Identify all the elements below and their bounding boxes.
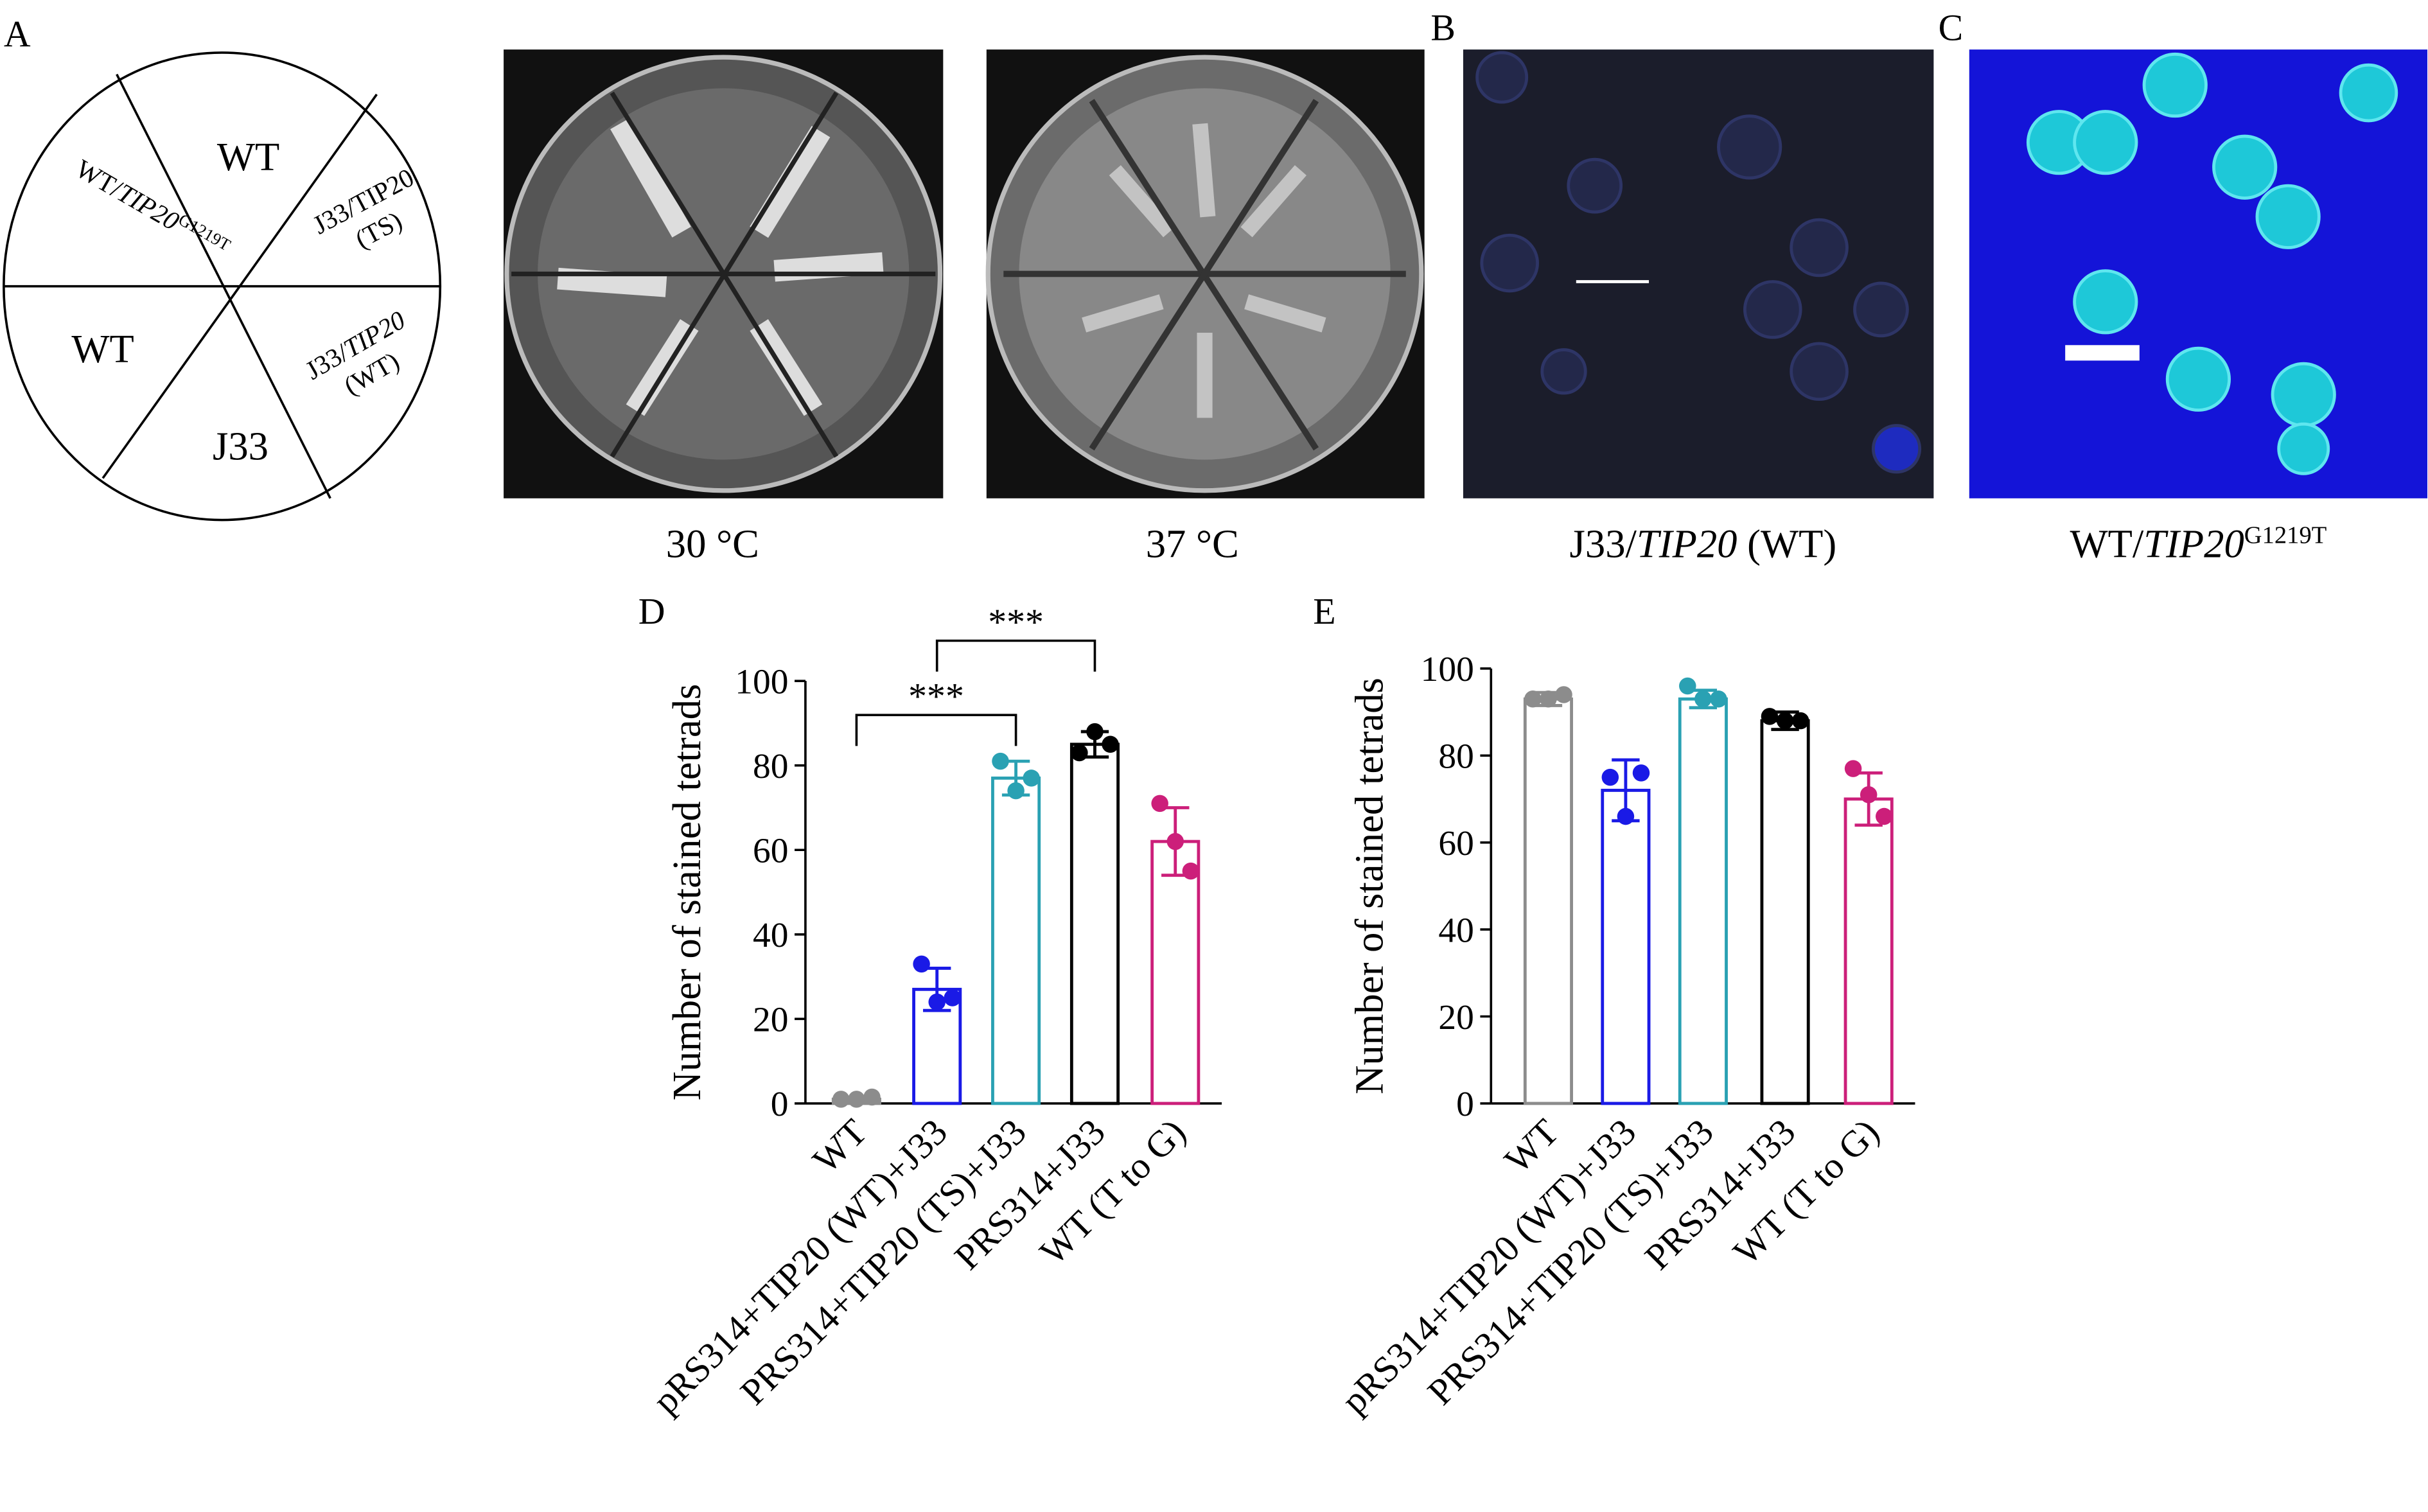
sector-label: WT — [71, 326, 134, 371]
bar — [1150, 840, 1201, 1105]
micrograph — [1463, 49, 1934, 498]
panel-letter: E — [1313, 590, 1335, 632]
data-point — [1071, 744, 1088, 762]
data-point — [1844, 760, 1862, 777]
data-point — [1632, 764, 1650, 782]
bar — [1601, 789, 1651, 1105]
data-point — [1166, 832, 1184, 850]
y-tick-label: 60 — [1438, 823, 1474, 863]
photo-caption: 30 °C — [666, 521, 759, 566]
scale-bar — [2065, 345, 2140, 361]
y-axis-label: Number of stained tetrads — [664, 684, 709, 1101]
data-point — [1694, 690, 1712, 708]
data-point — [992, 752, 1009, 770]
data-point — [1876, 807, 1893, 825]
y-tick-label: 0 — [771, 1084, 789, 1123]
data-point — [1710, 690, 1727, 708]
panel-letter: A — [4, 13, 31, 55]
sector-label: J33/TIP20(WT) — [301, 305, 427, 414]
plate-dividers — [1003, 99, 1406, 451]
divider — [101, 93, 378, 479]
y-tick-label: 20 — [753, 1000, 788, 1039]
data-point — [832, 1091, 850, 1108]
divider — [116, 73, 331, 499]
photo-caption: 37 °C — [1146, 521, 1239, 566]
plate-photo — [985, 49, 1425, 498]
bar — [991, 777, 1041, 1105]
data-point — [1617, 807, 1635, 825]
photo-caption: J33/TIP20 (WT) — [1570, 521, 1837, 566]
plate-photo — [504, 49, 944, 498]
caption-part: WT/ — [2070, 521, 2143, 566]
bar — [1843, 797, 1894, 1105]
data-point — [1151, 795, 1168, 813]
x-tick-label: WT — [804, 1111, 875, 1181]
y-tick-label: 100 — [1421, 649, 1474, 689]
streaks — [557, 118, 884, 416]
plate-diagram — [3, 51, 442, 522]
panel-letter: B — [1430, 7, 1456, 49]
data-point — [1601, 768, 1619, 786]
photo-caption: WT/TIP20G1219T — [2070, 521, 2327, 566]
data-point — [1679, 677, 1696, 695]
sector-label: WT — [217, 134, 279, 179]
bar — [1678, 697, 1728, 1105]
streaks — [1082, 123, 1326, 418]
photo-bg — [1463, 49, 1934, 498]
x-tick-label: pRS314+TIP20 (WT)+J33 — [1333, 1111, 1644, 1421]
significance-bracket — [855, 714, 1017, 746]
panel-letter: D — [638, 590, 665, 632]
y-tick-label: 20 — [1438, 998, 1474, 1037]
data-point — [1555, 686, 1572, 703]
sector-label: J33 — [213, 424, 268, 469]
caption-sup: G1219T — [2244, 522, 2327, 549]
cells — [1475, 51, 1922, 474]
caption-part: TIP20 — [1637, 521, 1737, 566]
data-point — [1791, 712, 1809, 730]
caption-part: (WT) — [1737, 521, 1836, 566]
data-point — [863, 1088, 881, 1106]
y-axis-label: Number of stained tetrads — [1347, 678, 1392, 1094]
cells — [2026, 52, 2398, 475]
data-point — [944, 989, 962, 1007]
y-tick-label: 60 — [753, 831, 788, 870]
bar — [1523, 697, 1573, 1105]
y-tick-label: 0 — [1456, 1084, 1474, 1123]
significance-label: *** — [988, 601, 1044, 643]
data-point — [1776, 712, 1794, 730]
caption-part: J33/ — [1570, 521, 1637, 566]
caption-part: TIP20 — [2143, 521, 2244, 566]
y-tick-label: 80 — [753, 746, 788, 786]
x-tick-label: pRS314+TIP20 (WT)+J33 — [644, 1111, 955, 1421]
data-point — [1102, 735, 1119, 753]
data-point — [928, 993, 946, 1011]
data-point — [1761, 708, 1779, 725]
data-point — [1007, 782, 1025, 800]
significance-label: *** — [908, 676, 964, 717]
data-point — [1182, 862, 1200, 880]
significance-bracket — [935, 639, 1096, 672]
data-point — [913, 955, 930, 973]
panel-letter: C — [1939, 7, 1964, 49]
data-point — [1524, 690, 1542, 708]
data-point — [848, 1091, 865, 1108]
data-point — [1086, 723, 1104, 741]
data-point — [1860, 786, 1878, 804]
data-point — [1023, 769, 1040, 787]
y-tick-label: 100 — [735, 662, 788, 701]
plate-dividers — [511, 91, 936, 458]
y-tick-label: 80 — [1438, 737, 1474, 776]
sector-label: WT/TIP20G1219T — [71, 153, 234, 265]
bar — [1069, 743, 1120, 1105]
bar — [1760, 719, 1810, 1105]
data-point — [1540, 690, 1557, 708]
y-tick-label: 40 — [753, 915, 788, 954]
y-tick-label: 40 — [1438, 910, 1474, 949]
micrograph — [1969, 49, 2427, 498]
